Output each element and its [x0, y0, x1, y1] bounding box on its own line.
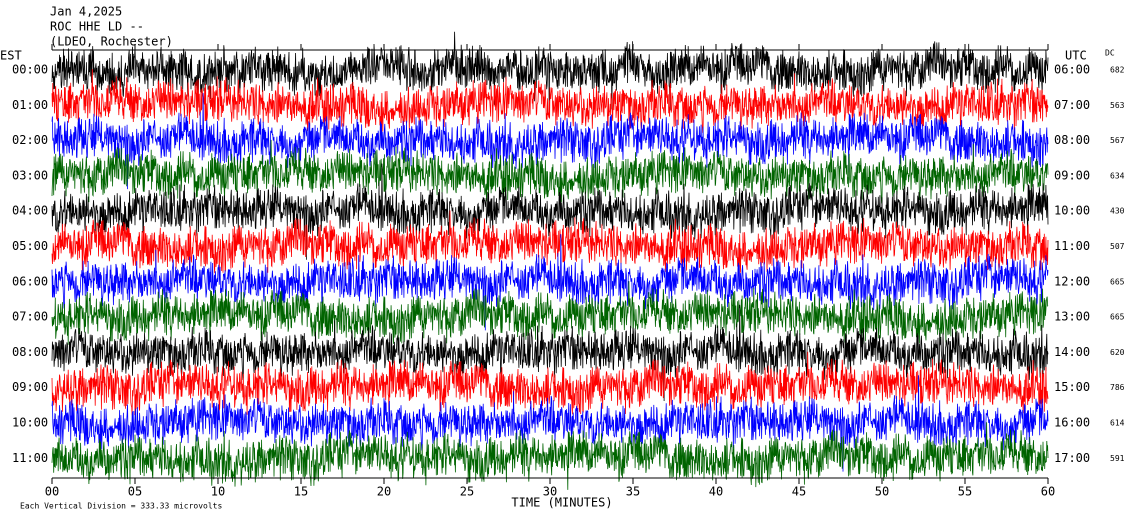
- trace: [51, 92, 1049, 190]
- est-label: 07:00: [12, 310, 48, 324]
- x-tick-label: 40: [709, 485, 723, 499]
- est-label: 06:00: [12, 274, 48, 288]
- x-tick-label: 35: [626, 485, 640, 499]
- header-line: Jan 4,2025: [50, 5, 122, 19]
- trace: [51, 69, 1049, 138]
- utc-label: 09:00: [1054, 168, 1090, 182]
- trace: [51, 375, 1049, 472]
- trace: [51, 31, 1049, 115]
- utc-label: 17:00: [1054, 451, 1090, 465]
- utc-label: 10:00: [1054, 204, 1090, 218]
- x-tick-label: 60: [1041, 485, 1055, 499]
- x-tick-label: 10: [211, 485, 225, 499]
- dc-value: 507: [1110, 242, 1125, 251]
- utc-label: 14:00: [1054, 345, 1090, 359]
- dc-value: 591: [1110, 454, 1125, 463]
- trace: [51, 304, 1049, 402]
- x-tick-label: 20: [377, 485, 391, 499]
- trace: [51, 234, 1049, 331]
- utc-label: 11:00: [1054, 239, 1090, 253]
- est-label: 11:00: [12, 451, 48, 465]
- header-line: (LDEO, Rochester): [50, 35, 173, 49]
- trace: [51, 163, 1049, 260]
- est-label: 08:00: [12, 345, 48, 359]
- x-tick-label: 00: [45, 485, 59, 499]
- est-label: 02:00: [12, 133, 48, 147]
- traces: [51, 31, 1049, 490]
- dc-value: 563: [1110, 101, 1125, 110]
- x-tick-label: 05: [128, 485, 142, 499]
- utc-label: 08:00: [1054, 133, 1090, 147]
- x-axis-title: TIME (MINUTES): [511, 496, 612, 510]
- est-label: 00:00: [12, 63, 48, 77]
- est-label: 05:00: [12, 239, 48, 253]
- dc-value: 567: [1110, 136, 1125, 145]
- est-label: 10:00: [12, 416, 48, 430]
- dc-value: 614: [1110, 419, 1125, 428]
- utc-title: UTC: [1065, 49, 1087, 63]
- dc-value: 665: [1110, 277, 1125, 286]
- est-label: 03:00: [12, 168, 48, 182]
- est-label: 01:00: [12, 98, 48, 112]
- x-tick-label: 55: [958, 485, 972, 499]
- est-label: 04:00: [12, 204, 48, 218]
- dc-value: 786: [1110, 383, 1125, 392]
- dc-value: 682: [1110, 66, 1125, 75]
- est-label: 09:00: [12, 380, 48, 394]
- x-tick-label: 15: [294, 485, 308, 499]
- x-tick-label: 30: [543, 485, 557, 499]
- dc-value: 430: [1110, 207, 1125, 216]
- x-tick-label: 50: [875, 485, 889, 499]
- utc-label: 16:00: [1054, 416, 1090, 430]
- utc-label: 07:00: [1054, 98, 1090, 112]
- trace: [51, 422, 1049, 490]
- utc-label: 06:00: [1054, 63, 1090, 77]
- dc-value: 665: [1110, 313, 1125, 322]
- dc-title: DC: [1105, 49, 1115, 58]
- trace: [51, 281, 1049, 350]
- trace: [51, 210, 1049, 279]
- trace: [51, 351, 1049, 420]
- dc-value: 620: [1110, 348, 1125, 357]
- dc-value: 634: [1110, 171, 1125, 180]
- est-title: EST: [0, 49, 22, 63]
- x-tick-label: 25: [460, 485, 474, 499]
- x-tick-label: 45: [792, 485, 806, 499]
- utc-label: 12:00: [1054, 274, 1090, 288]
- utc-label: 15:00: [1054, 380, 1090, 394]
- footnote: Each Vertical Division = 333.33 microvol…: [20, 502, 222, 511]
- utc-label: 13:00: [1054, 310, 1090, 324]
- header-line: ROC HHE LD --: [50, 20, 144, 34]
